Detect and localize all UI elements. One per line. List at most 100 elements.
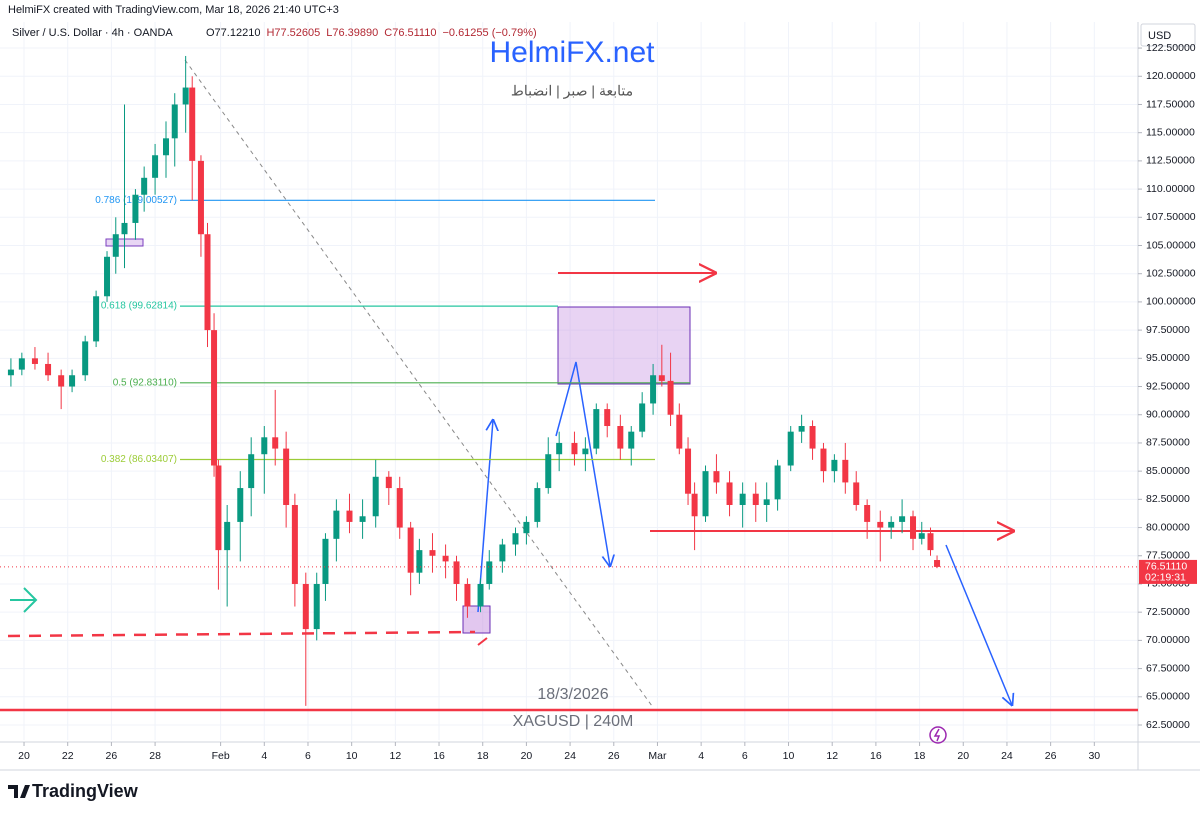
alert-icon[interactable]	[929, 726, 947, 744]
candle-body	[763, 499, 770, 505]
candle-body	[45, 363, 52, 376]
blue-arrow	[945, 544, 1012, 705]
ohlc-label: −0.61255 (−0.79%)	[442, 27, 536, 39]
candle-body	[486, 561, 493, 584]
candle-body	[739, 493, 746, 505]
candle-body	[713, 471, 720, 483]
candle-body	[820, 448, 827, 472]
candle-body	[545, 454, 552, 489]
candle-body	[685, 448, 692, 494]
currency: USD	[1148, 30, 1171, 42]
zone-box	[557, 306, 691, 385]
x-tick-label: 24	[1001, 750, 1013, 762]
candle-body	[313, 583, 320, 630]
x-tick-label: 12	[390, 750, 402, 762]
candle-body	[628, 431, 635, 449]
watermark-title: HelmiFX.net	[489, 36, 655, 69]
y-tick-label: 107.50000	[1146, 211, 1196, 223]
currency-box[interactable]	[1140, 23, 1196, 47]
candle-body	[523, 521, 530, 534]
y-tick-label: 80.00000	[1146, 521, 1190, 533]
fib-label: 0.618 (99.62814)	[101, 301, 177, 312]
alert-icon-bolt	[933, 728, 941, 742]
candle-body	[676, 414, 683, 449]
x-tick-label: 26	[1045, 750, 1057, 762]
candle-body	[224, 521, 231, 551]
candle-body	[464, 583, 471, 607]
candle-body	[121, 222, 128, 235]
x-tick-label: 10	[783, 750, 795, 762]
x-tick-label: Feb	[212, 750, 230, 762]
countdown: 02:19:31	[1145, 572, 1186, 584]
candle-body	[667, 380, 674, 415]
candle-body	[853, 482, 860, 505]
y-tick-label: 77.50000	[1146, 550, 1190, 562]
teal-arrow	[10, 587, 38, 613]
y-tick-label: 95.00000	[1146, 352, 1190, 364]
candle-body	[396, 488, 403, 528]
candle-body	[407, 527, 414, 573]
candle-body	[774, 465, 781, 500]
candle-body	[215, 465, 222, 551]
y-tick-label: 117.50000	[1146, 98, 1195, 110]
ohlc-label: L76.39890	[326, 27, 378, 39]
candle-body	[877, 521, 884, 528]
candle-body	[658, 375, 665, 381]
y-tick-label: 70.00000	[1146, 634, 1190, 646]
candle-body	[429, 550, 436, 556]
y-tick-label: 62.50000	[1146, 719, 1190, 731]
candle-body	[82, 341, 89, 376]
candle-body	[132, 194, 139, 223]
candle-body	[333, 510, 340, 539]
candle-body	[582, 448, 589, 455]
candle-body	[726, 482, 733, 505]
candle-body	[204, 234, 211, 331]
y-tick-label: 120.00000	[1146, 70, 1196, 82]
candle-body	[809, 426, 816, 449]
candle-body	[691, 493, 698, 517]
y-tick-label: 65.00000	[1146, 691, 1190, 703]
candle-body	[385, 476, 392, 489]
candle-body	[189, 87, 196, 161]
candle-body	[112, 234, 119, 257]
creator-note: HelmiFX created with TradingView.com, Ma…	[8, 4, 339, 16]
y-tick-label: 82.50000	[1146, 493, 1190, 505]
y-tick-label: 85.00000	[1146, 465, 1190, 477]
candle-body	[171, 104, 178, 139]
candle-body	[237, 488, 244, 522]
date-note: 18/3/2026	[537, 686, 608, 703]
x-tick-label: 6	[305, 750, 311, 762]
ohlc-label: H77.52605	[266, 27, 320, 39]
candle-body	[752, 493, 759, 505]
candle-body	[416, 550, 423, 573]
y-tick-label: 87.50000	[1146, 437, 1190, 449]
brand-logo	[8, 785, 30, 798]
x-tick-label: 20	[957, 750, 969, 762]
trend-line	[184, 59, 653, 707]
candle-body	[248, 454, 255, 489]
candle-body	[499, 544, 506, 562]
candle-body	[197, 160, 204, 235]
candle-body	[372, 476, 379, 517]
candle-body	[453, 561, 460, 584]
candle-body	[152, 155, 159, 178]
ohlc-label: O77.12210	[206, 27, 260, 39]
candle-body	[272, 437, 279, 449]
candle-body	[141, 177, 148, 195]
y-tick-label: 100.00000	[1146, 296, 1196, 308]
y-tick-label: 92.50000	[1146, 380, 1190, 392]
x-tick-label: 10	[346, 750, 358, 762]
x-tick-label: 22	[62, 750, 74, 762]
candle-body	[927, 533, 934, 551]
candle-body	[322, 538, 329, 584]
candle-body	[359, 516, 366, 522]
y-tick-label: 97.50000	[1146, 324, 1190, 336]
symbol: Silver / U.S. Dollar · 4h · OANDA	[12, 27, 173, 39]
blue-arrow	[555, 361, 610, 566]
candle-body	[442, 555, 449, 562]
candle-body	[831, 459, 838, 472]
candle-body	[864, 504, 871, 522]
y-tick-label: 112.50000	[1146, 155, 1195, 167]
last-price-label: 76.51110	[1145, 561, 1187, 573]
